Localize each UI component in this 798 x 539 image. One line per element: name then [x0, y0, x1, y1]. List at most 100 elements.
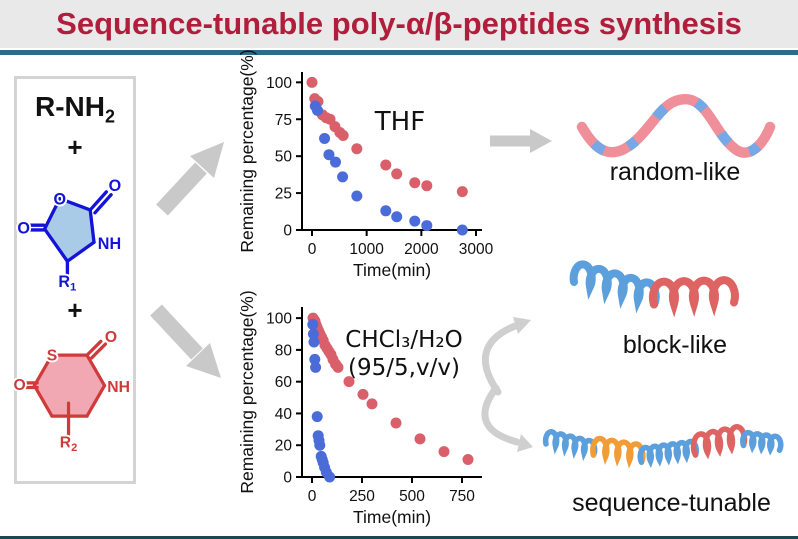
- data-point-red: [462, 454, 474, 466]
- data-point-blue: [308, 336, 320, 348]
- helix-segment-3: [690, 424, 748, 460]
- reactant-panel: R-NH2 + O O O NH R1 +: [12, 76, 136, 484]
- curved-arrow-to-block-like: [481, 317, 531, 396]
- data-point-blue: [380, 205, 392, 217]
- data-point-red: [306, 76, 318, 88]
- data-point-blue: [351, 190, 363, 202]
- sequence-tunable-helix: [542, 424, 784, 469]
- data-point-red: [337, 129, 349, 141]
- block-like-helix: [569, 260, 739, 318]
- data-point-blue: [337, 171, 349, 183]
- data-point-blue: [409, 215, 421, 227]
- title-divider: [0, 50, 798, 55]
- data-point-red: [391, 168, 403, 180]
- helix-segment-4: [740, 429, 784, 456]
- y-tick-label: 0: [283, 223, 292, 240]
- data-point-blue: [307, 328, 319, 340]
- y-tick-label: 100: [266, 311, 292, 328]
- thf-kinetics-chart: 0 1000 2000 3000 0 25 50 75 100 Time(min) Remainin…: [237, 49, 494, 280]
- title-bar: Sequence-tunable poly-α/β-peptides synth…: [0, 0, 798, 48]
- y-tick-label: 25: [275, 186, 292, 203]
- helix-segment-2: [637, 438, 699, 469]
- r1-base: R: [58, 272, 70, 290]
- bottom-border: [0, 536, 798, 539]
- amine-label: R-NH2: [35, 91, 115, 128]
- red-r2-group: R2: [60, 434, 78, 454]
- data-point-blue: [421, 220, 433, 232]
- x-tick-label: 750: [449, 488, 475, 505]
- helix-segment-1: [648, 276, 739, 318]
- data-point-blue: [323, 149, 335, 161]
- chart-annotation: THF: [374, 107, 425, 137]
- r2-base: R: [60, 434, 71, 451]
- data-point-red: [390, 417, 402, 429]
- red-ring-bonds: [22, 339, 108, 436]
- data-point-red: [438, 446, 450, 458]
- data-point-blue: [311, 104, 323, 116]
- curved-arrow-to-sequence-tunable: [481, 384, 533, 452]
- amine-subscript: 2: [104, 106, 115, 127]
- red-left-oxygen: O: [14, 377, 26, 394]
- data-point-red: [456, 186, 468, 198]
- blue-ring-oxygen: O: [54, 190, 67, 208]
- red-ring-fill: [34, 354, 105, 416]
- y-tick-label: 20: [275, 438, 293, 455]
- block-like-label: block-like: [622, 331, 728, 359]
- data-point-red: [332, 361, 344, 373]
- y-tick-label: 50: [275, 149, 293, 166]
- data-point-blue: [456, 224, 468, 236]
- chart-annotation: CHCl₃/H₂O: [345, 327, 462, 353]
- ribbon-pink-strand: [576, 94, 776, 158]
- chart-annotation: (95/5,v/v): [348, 355, 460, 381]
- amine-base: R-NH: [34, 91, 105, 122]
- x-tick-label: 0: [308, 488, 317, 505]
- data-point-red: [351, 143, 363, 155]
- x-tick-label: 2000: [404, 241, 439, 258]
- data-point-red: [380, 159, 392, 171]
- y-axis-title: Remaining percentage(%): [237, 49, 257, 252]
- chcl3-kinetics-chart: 0 250 500 750 0 20 40 60 80 100 Time(min) Remaining…: [237, 290, 482, 527]
- y-tick-label: 80: [275, 342, 293, 359]
- data-point-red: [343, 376, 355, 388]
- data-point-blue: [307, 318, 319, 330]
- arrow-to-chcl3-chart: [150, 304, 221, 378]
- blue-left-oxygen: O: [17, 219, 30, 237]
- data-point-red: [414, 433, 426, 445]
- blue-monomer-structure: O O O NH R1: [16, 175, 124, 296]
- red-carbonyl-oxygen: O: [105, 329, 117, 346]
- x-axis-title: Time(min): [353, 260, 431, 280]
- x-tick-label: 3000: [459, 241, 494, 258]
- data-point-blue: [310, 361, 322, 373]
- y-tick-label: 100: [266, 75, 292, 92]
- data-point-blue: [309, 353, 321, 365]
- data-point-red: [409, 177, 421, 189]
- helix-segment-1: [590, 435, 646, 469]
- data-point-blue: [391, 211, 403, 223]
- x-tick-label: 1000: [349, 241, 384, 258]
- data-point-blue: [319, 132, 331, 144]
- random-like-label: random-like: [609, 158, 741, 186]
- arrow-to-thf-chart: [156, 142, 224, 216]
- blue-nh-group: NH: [98, 234, 121, 252]
- data-point-red: [357, 388, 369, 400]
- red-nh-group: NH: [107, 379, 130, 396]
- x-tick-label: 250: [349, 488, 375, 505]
- y-axis-title: Remaining percentage(%): [237, 290, 257, 493]
- data-point-blue: [330, 156, 342, 168]
- page-title: Sequence-tunable poly-α/β-peptides synth…: [56, 6, 742, 41]
- x-tick-label: 0: [308, 241, 317, 258]
- blue-carbonyl-oxygen: O: [109, 177, 122, 195]
- y-tick-label: 40: [275, 406, 293, 423]
- helix-segment-0: [542, 429, 598, 462]
- data-point-red: [366, 398, 378, 410]
- sequence-tunable-label: sequence-tunable: [572, 489, 771, 517]
- data-point-blue: [314, 439, 326, 451]
- data-point-blue: [311, 411, 323, 423]
- red-monomer-structure: S O O NH R2: [12, 327, 132, 456]
- red-ring-sulfur: S: [47, 347, 57, 364]
- blue-r1-group: R1: [58, 272, 77, 293]
- x-tick-label: 500: [399, 488, 425, 505]
- y-tick-label: 75: [275, 112, 292, 129]
- data-point-blue: [324, 471, 336, 483]
